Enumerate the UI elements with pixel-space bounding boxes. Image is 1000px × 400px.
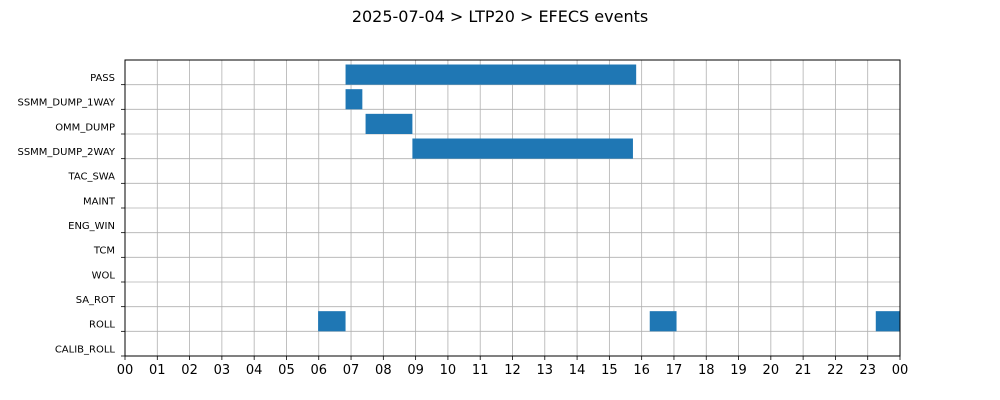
- x-tick-label: 01: [149, 363, 166, 378]
- y-tick-label: ENG_WIN: [68, 221, 115, 232]
- x-tick-label: 17: [666, 363, 683, 378]
- event-bar: [365, 113, 413, 134]
- x-tick-label: 22: [827, 363, 844, 378]
- x-tick-label: 13: [537, 363, 554, 378]
- tick-layer: 00 01 02 03 04 05 06 07 08 09 10 11 12 13 14 15 16 17 18 19…: [17, 73, 908, 378]
- y-tick-label: TCM: [93, 246, 115, 257]
- x-tick-label: 03: [214, 363, 231, 378]
- y-tick-label: OMM_DUMP: [55, 122, 115, 133]
- y-tick-label: ROLL: [89, 320, 115, 331]
- event-bar: [649, 311, 677, 332]
- x-tick-label: 19: [730, 363, 747, 378]
- x-tick-label: 12: [504, 363, 521, 378]
- y-tick-label: WOL: [92, 270, 116, 281]
- x-tick-label: 06: [310, 363, 327, 378]
- x-tick-label: 21: [795, 363, 812, 378]
- x-tick-label: 15: [601, 363, 618, 378]
- x-tick-label: 23: [859, 363, 876, 378]
- y-tick-label: PASS: [90, 73, 115, 84]
- event-bar: [412, 138, 633, 159]
- chart-title: 2025-07-04 > LTP20 > EFECS events: [352, 7, 648, 26]
- x-tick-label: 04: [246, 363, 263, 378]
- event-bar: [345, 64, 637, 85]
- x-tick-label: 11: [472, 363, 489, 378]
- y-tick-label: CALIB_ROLL: [55, 344, 116, 355]
- x-tick-label: 16: [633, 363, 650, 378]
- x-tick-label: 07: [343, 363, 360, 378]
- y-tick-label: SSMM_DUMP_1WAY: [17, 98, 115, 109]
- y-tick-label: SA_ROT: [76, 295, 116, 306]
- event-bar: [318, 311, 346, 332]
- x-tick-label: 18: [698, 363, 715, 378]
- x-tick-label: 05: [278, 363, 295, 378]
- y-tick-label: SSMM_DUMP_2WAY: [17, 147, 115, 158]
- x-tick-label: 20: [763, 363, 780, 378]
- x-tick-label: 00: [117, 363, 134, 378]
- x-tick-label: 14: [569, 363, 586, 378]
- x-tick-label: 10: [440, 363, 457, 378]
- bar-layer: [318, 64, 900, 332]
- x-tick-label: 08: [375, 363, 392, 378]
- event-bar: [875, 311, 900, 332]
- y-tick-label: MAINT: [83, 196, 116, 207]
- x-tick-label: 09: [407, 363, 424, 378]
- y-tick-label: TAC_SWA: [67, 172, 115, 183]
- x-tick-label: 00: [892, 363, 909, 378]
- x-tick-label: 02: [181, 363, 198, 378]
- grid-layer: [124, 60, 901, 357]
- event-bar: [345, 89, 363, 110]
